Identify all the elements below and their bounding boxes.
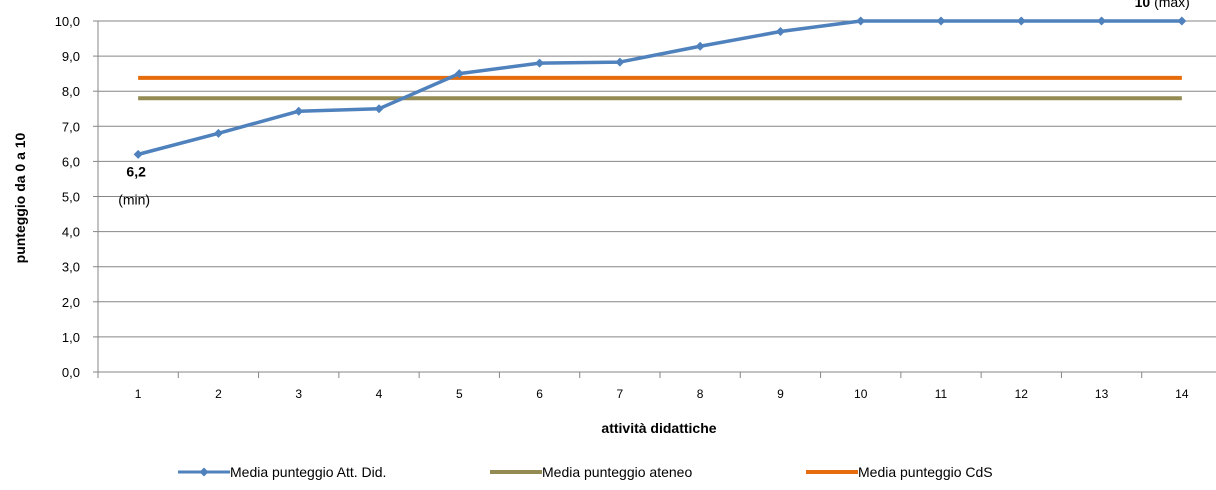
y-tick-label: 9,0 [62,49,80,64]
data-point-marker [775,27,785,37]
data-point-marker [535,58,545,68]
data-point-marker [294,106,304,116]
data-point-marker [454,69,464,79]
x-tick-label: 1 [135,387,142,401]
x-tick-label: 14 [1175,387,1189,401]
annotation-note: (max) [1154,0,1190,10]
data-point-marker [856,16,866,26]
x-tick-label: 6 [536,387,543,401]
legend-label: Media punteggio Att. Did. [230,464,386,480]
y-axis-title: punteggio da 0 a 10 [12,132,28,263]
data-point-marker [695,41,705,51]
data-point-marker [1016,16,1026,26]
annotation-note: (min) [118,191,150,207]
x-tick-label: 9 [777,387,784,401]
y-tick-label: 10,0 [55,14,80,29]
annotation-value: 10 [1135,0,1154,10]
legend-marker [199,467,209,477]
y-tick-label: 1,0 [62,330,80,345]
legend-label: Media punteggio ateneo [542,464,692,480]
y-tick-label: 6,0 [62,154,80,169]
y-tick-label: 4,0 [62,225,80,240]
data-point-marker [936,16,946,26]
series-line [137,19,1182,157]
data-point-marker [1097,16,1107,26]
x-tick-label: 8 [697,387,704,401]
x-tick-label: 10 [854,387,868,401]
x-tick-label: 3 [295,387,302,401]
x-tick-label: 7 [617,387,624,401]
y-tick-label: 8,0 [62,84,80,99]
data-point-marker [213,128,223,138]
data-point-marker [374,104,384,114]
x-tick-label: 2 [215,387,222,401]
data-point-marker [615,57,625,67]
y-tick-label: 3,0 [62,260,80,275]
y-tick-label: 0,0 [62,365,80,380]
y-tick-label: 7,0 [62,119,80,134]
x-tick-label: 13 [1095,387,1109,401]
data-point-marker [133,149,143,159]
data-point-marker [1177,16,1187,26]
x-tick-label: 11 [935,387,948,401]
x-tick-label: 5 [456,387,463,401]
x-tick-label: 12 [1015,387,1029,401]
y-tick-label: 2,0 [62,295,80,310]
annotation-value: 6,2 [126,163,146,179]
x-axis-title: attività didattiche [601,420,716,436]
legend-label: Media punteggio CdS [858,464,993,480]
y-tick-label: 5,0 [62,190,80,205]
annotation-label: 10 (max) [1135,0,1190,10]
x-tick-label: 4 [376,387,383,401]
